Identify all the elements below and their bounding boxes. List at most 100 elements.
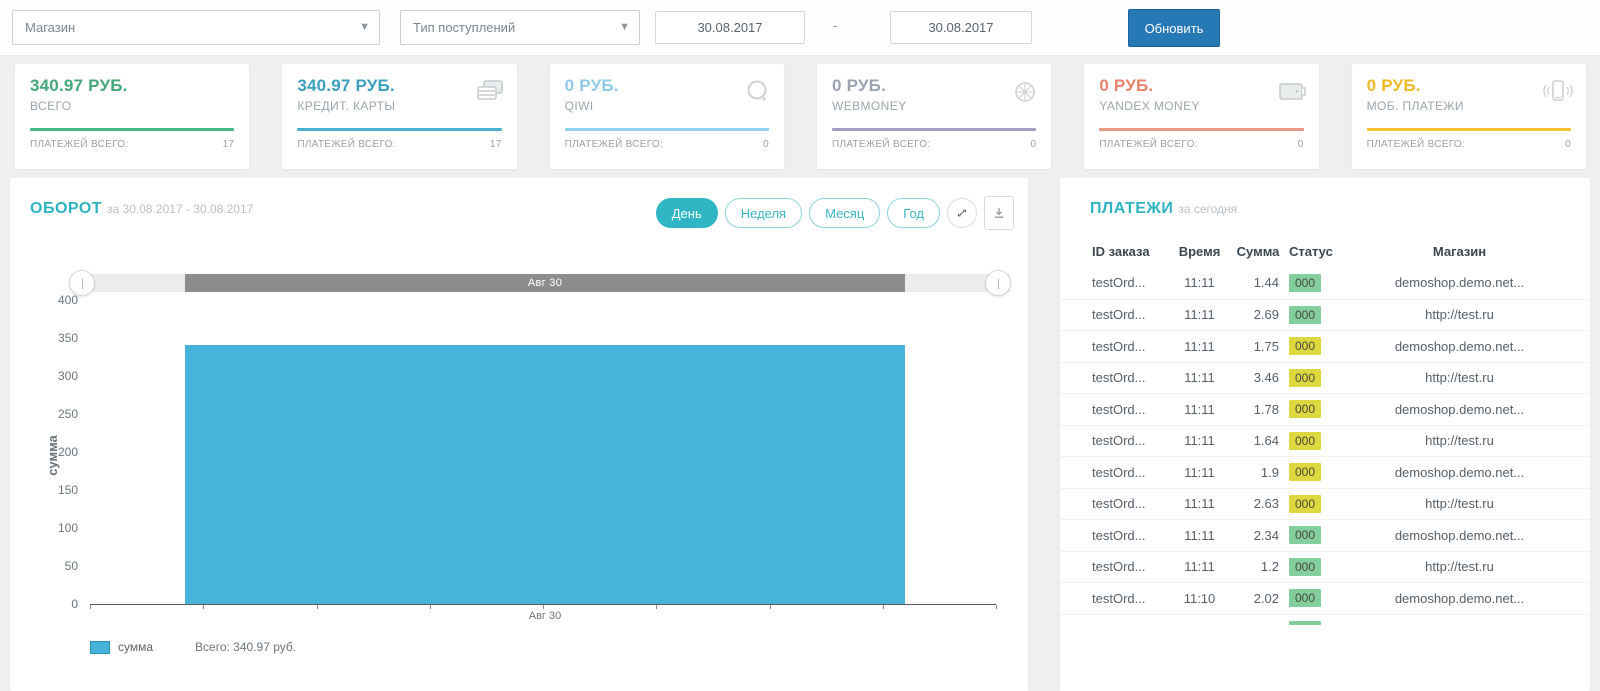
table-row[interactable]: testOrd... 11:11 1.64 000 http://test.ru — [1060, 424, 1590, 457]
table-row[interactable]: testOrd... 11:11 1.75 000 demoshop.demo.… — [1060, 330, 1590, 362]
update-button[interactable]: Обновить — [1128, 9, 1220, 47]
status-cell: 000 — [1289, 273, 1351, 292]
download-button[interactable] — [984, 196, 1014, 230]
sum-cell: 1.75 — [1253, 338, 1279, 354]
status-cell: 000 — [1289, 494, 1351, 513]
stat-footer-count: 17 — [489, 139, 502, 150]
stat-footer: ПЛАТЕЖЕЙ ВСЕГО: 0 — [1099, 131, 1303, 150]
status-badge: 000 — [1289, 337, 1322, 356]
range-button-group: День Неделя Месяц Год — [655, 196, 1014, 230]
y-axis-tick-label: 150 — [57, 483, 78, 497]
stat-value: 0 РУБ. — [1099, 76, 1154, 95]
status-cell: 000 — [1289, 620, 1351, 625]
x-axis-line — [90, 604, 997, 609]
time-cell: 11:11 — [1184, 527, 1215, 543]
expand-button[interactable] — [947, 198, 977, 228]
table-row[interactable]: testOrd... 11:11 1.9 000 demoshop.demo.n… — [1060, 456, 1590, 488]
stat-value: 340.97 РУБ. — [30, 76, 128, 95]
status-cell: 000 — [1289, 400, 1351, 419]
shop-cell: http://test.ru — [1425, 559, 1494, 575]
slider-handle-right[interactable] — [985, 270, 1011, 296]
x-axis-tick — [90, 605, 91, 609]
table-row[interactable]: testOrd... 11:11 3.46 000 http://test.ru — [1060, 361, 1590, 394]
table-row[interactable]: testOrd... 11:11 2.34 000 demoshop.demo.… — [1060, 519, 1590, 551]
stat-footer-label: ПЛАТЕЖЕЙ ВСЕГО: — [831, 139, 931, 150]
stat-card: 340.97 РУБ. ВСЕГО ПЛАТЕЖЕЙ ВСЕГО: 17 — [15, 64, 250, 169]
range-button-Неделя[interactable]: Неделя — [724, 198, 803, 228]
stat-footer-label: ПЛАТЕЖЕЙ ВСЕГО: — [297, 139, 396, 150]
x-axis-tick — [770, 605, 771, 609]
stat-card: 0 РУБ. WEBMONEY ПЛАТЕЖЕЙ ВСЕГО: 0 — [816, 64, 1052, 169]
payments-panel: ПЛАТЕЖИ за сегодня ID заказа Время Сумма Ст… — [1060, 178, 1590, 691]
status-badge: 000 — [1289, 400, 1322, 419]
stat-footer-count: 0 — [763, 139, 769, 150]
y-axis-tick-label: 50 — [64, 559, 78, 573]
status-badge: 000 — [1289, 368, 1322, 387]
shop-select[interactable]: Магазин ▼ — [12, 10, 380, 45]
stat-accent-line — [831, 128, 1037, 131]
date-to-input[interactable] — [890, 11, 1032, 44]
turnover-title: ОБОРОТ за 30.08.2017 - 30.08.2017 — [30, 200, 253, 218]
x-axis-tick — [203, 605, 204, 609]
chart-legend: сумма Всего: 340.97 руб. — [90, 640, 296, 654]
turnover-bar[interactable] — [185, 345, 905, 604]
stat-footer: ПЛАТЕЖЕЙ ВСЕГО: 0 — [1367, 131, 1571, 150]
range-button-Год[interactable]: Год — [887, 198, 940, 228]
table-row[interactable]: testOrd... 11:11 2.69 000 http://test.ru — [1060, 298, 1590, 331]
table-row[interactable]: 000 — [1060, 613, 1590, 625]
chart-range-slider-track[interactable]: Авг 30 — [75, 274, 1010, 292]
payment-type-select[interactable]: Тип поступлений ▼ — [400, 10, 640, 45]
x-axis-tick — [656, 605, 657, 609]
sum-cell: 1.9 — [1260, 464, 1279, 480]
table-row[interactable]: testOrd... 11:11 1.44 000 demoshop.demo.… — [1060, 267, 1590, 299]
status-cell: 000 — [1289, 305, 1351, 324]
sum-cell: 2.63 — [1253, 496, 1279, 512]
y-axis-tick-label: 100 — [57, 521, 78, 535]
sum-cell: 2.02 — [1253, 590, 1279, 606]
y-axis-tick-label: 200 — [57, 445, 78, 459]
chevron-down-icon: ▼ — [359, 21, 370, 33]
status-badge: 000 — [1289, 526, 1322, 545]
x-axis-tick — [430, 605, 431, 609]
range-button-Месяц[interactable]: Месяц — [809, 198, 881, 228]
chart-range-slider-selection[interactable]: Авг 30 — [185, 274, 905, 292]
stat-footer: ПЛАТЕЖЕЙ ВСЕГО: 0 — [565, 131, 769, 150]
legend-swatch — [90, 640, 110, 654]
status-cell: 000 — [1289, 463, 1351, 482]
shop-select-value: Магазин — [25, 20, 76, 35]
stat-footer-label: ПЛАТЕЖЕЙ ВСЕГО: — [30, 139, 129, 150]
shop-cell: demoshop.demo.net... — [1394, 401, 1525, 417]
table-row[interactable]: testOrd... 11:11 1.2 000 http://test.ru — [1060, 550, 1590, 583]
range-button-День[interactable]: День — [655, 198, 718, 228]
stat-footer-count: 0 — [1565, 139, 1571, 150]
payments-subtitle: за сегодня — [1178, 202, 1238, 216]
stat-label: YANDEX MONEY — [1099, 99, 1200, 113]
time-cell: 11:11 — [1184, 307, 1215, 323]
slider-handle-left[interactable] — [69, 270, 95, 296]
x-axis-tick — [996, 605, 997, 609]
column-header-2: Время — [1178, 244, 1221, 259]
stat-label: ВСЕГО — [30, 99, 72, 113]
status-badge: 000 — [1289, 620, 1322, 625]
date-from-input[interactable] — [655, 11, 805, 44]
yandex-money-icon — [1277, 78, 1307, 109]
expand-icon — [957, 209, 967, 217]
x-axis-tick — [317, 605, 318, 609]
stat-footer: ПЛАТЕЖЕЙ ВСЕГО: 17 — [30, 131, 234, 150]
stat-card: 340.97 РУБ. КРЕДИТ. КАРТЫ ПЛАТЕЖЕЙ ВСЕГО… — [282, 64, 517, 169]
table-row[interactable]: testOrd... 11:10 2.02 000 demoshop.demo.… — [1060, 582, 1590, 614]
shop-cell: demoshop.demo.net... — [1394, 590, 1525, 606]
stat-footer-count: 17 — [222, 139, 235, 150]
table-row[interactable]: testOrd... 11:11 1.78 000 demoshop.demo.… — [1060, 393, 1590, 425]
stat-value: 0 РУБ. — [831, 76, 887, 95]
sum-cell: 1.78 — [1253, 401, 1279, 417]
turnover-title-text: ОБОРОТ — [30, 200, 103, 217]
order-id-cell: testOrd... — [1092, 307, 1146, 323]
table-row[interactable]: testOrd... 11:11 2.63 000 http://test.ru — [1060, 487, 1590, 520]
payments-table-body: testOrd... 11:11 1.44 000 demoshop.demo.… — [1060, 267, 1590, 625]
status-badge: 000 — [1289, 557, 1322, 576]
y-axis-tick-label: 400 — [57, 293, 78, 307]
sum-cell: 1.64 — [1253, 433, 1279, 449]
sum-cell: 2.34 — [1253, 527, 1279, 543]
